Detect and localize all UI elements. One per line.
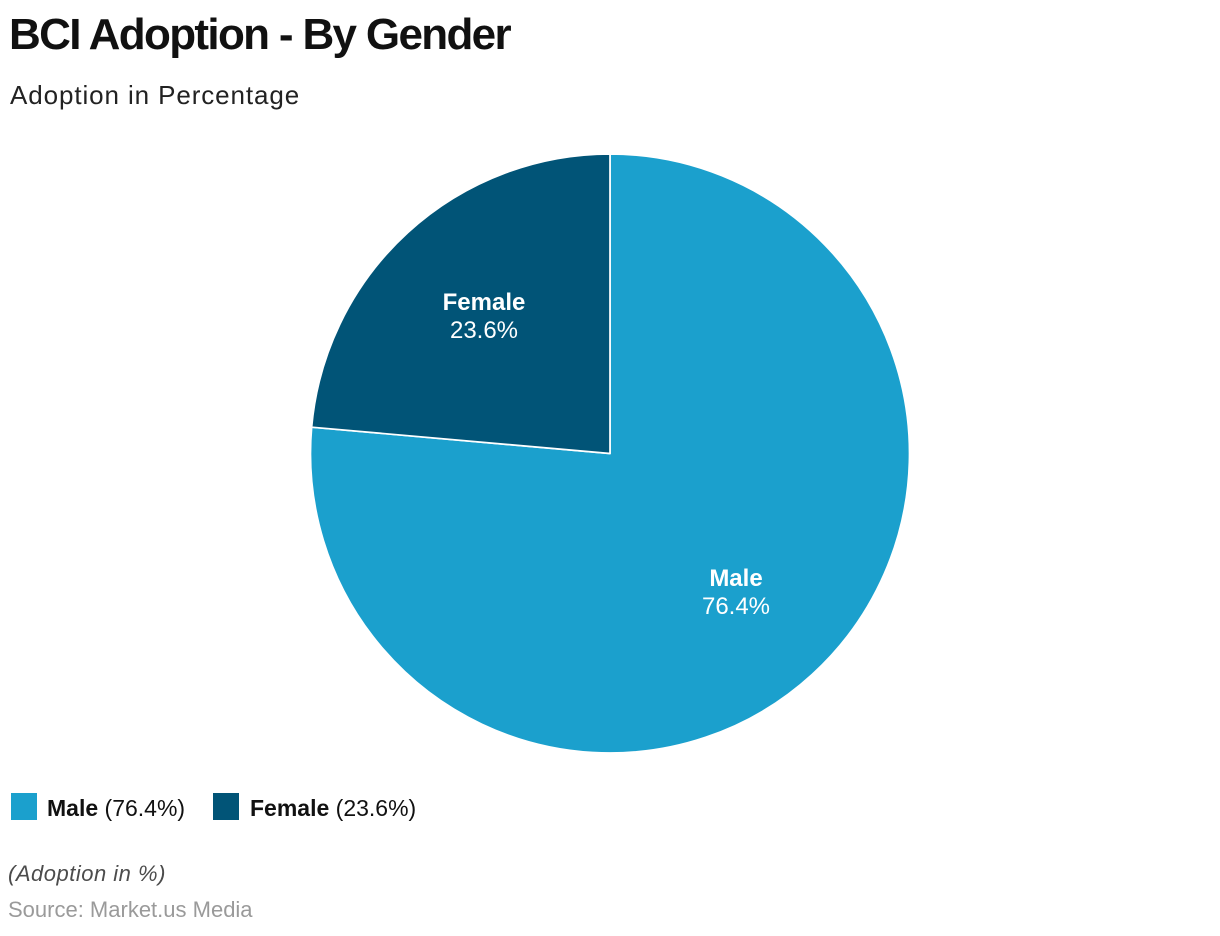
svg-text:76.4%: 76.4% bbox=[702, 593, 770, 620]
svg-text:23.6%: 23.6% bbox=[450, 317, 518, 344]
svg-text:Female: Female bbox=[443, 289, 526, 316]
svg-text:Male: Male bbox=[709, 565, 762, 592]
